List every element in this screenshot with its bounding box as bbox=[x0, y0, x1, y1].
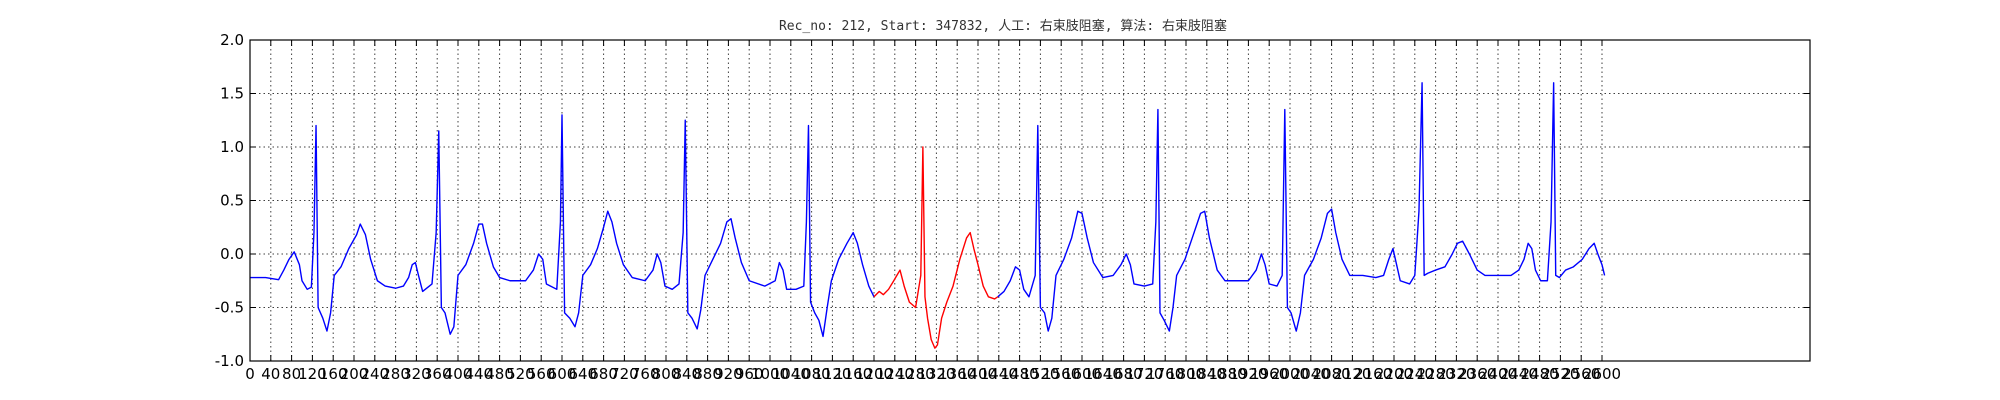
y-tick-label: 1.0 bbox=[220, 138, 244, 156]
x-tick-label: 1760 bbox=[1146, 365, 1184, 383]
x-tick-label: 2320 bbox=[1437, 365, 1475, 383]
x-tick-label: 2160 bbox=[1354, 365, 1392, 383]
x-tick-label: 1120 bbox=[813, 365, 851, 383]
x-tick-label: 1840 bbox=[1188, 365, 1226, 383]
x-tick-label: 480 bbox=[485, 365, 514, 383]
x-tick-label: 440 bbox=[464, 365, 493, 383]
x-tick-label: 40 bbox=[261, 365, 280, 383]
x-tick-label: 1960 bbox=[1250, 365, 1288, 383]
x-tick-label: 360 bbox=[423, 365, 452, 383]
x-tick-label: 80 bbox=[282, 365, 301, 383]
chart-title: Rec_no: 212, Start: 347832, 人工: 右束肢阻塞, 算… bbox=[779, 18, 1227, 34]
x-tick-label: 1000 bbox=[751, 365, 789, 383]
y-tick-label: 0.0 bbox=[220, 245, 244, 263]
x-tick-label: 1400 bbox=[959, 365, 997, 383]
x-tick-label: 160 bbox=[319, 365, 348, 383]
x-tick-label: 760 bbox=[631, 365, 660, 383]
x-tick-label: 1480 bbox=[1001, 365, 1039, 383]
axis-ticks bbox=[249, 39, 1810, 362]
x-tick-label: 320 bbox=[402, 365, 431, 383]
x-tick-label: 600 bbox=[548, 365, 577, 383]
x-tick-label: 720 bbox=[610, 365, 639, 383]
x-tick-label: 1720 bbox=[1125, 365, 1163, 383]
x-tick-label: 1080 bbox=[793, 365, 831, 383]
x-tick-label: 520 bbox=[506, 365, 535, 383]
y-tick-label: 0.5 bbox=[220, 192, 244, 210]
x-tick-label: 280 bbox=[381, 365, 410, 383]
x-tick-label: 960 bbox=[735, 365, 764, 383]
y-tick-label: -1.0 bbox=[215, 352, 244, 370]
x-tick-label: 1600 bbox=[1063, 365, 1101, 383]
ecg-trace-blue bbox=[997, 82, 1606, 332]
y-tick-label: 1.5 bbox=[220, 85, 244, 103]
x-tick-label: 0 bbox=[245, 365, 255, 383]
x-tick-label: 640 bbox=[568, 365, 597, 383]
x-tick-label: 240 bbox=[360, 365, 389, 383]
x-tick-label: 1920 bbox=[1229, 365, 1267, 383]
plot-series bbox=[250, 82, 1606, 349]
y-tick-label: 2.0 bbox=[220, 31, 244, 49]
x-tick-label: 2080 bbox=[1313, 365, 1351, 383]
x-tick-label: 880 bbox=[693, 365, 722, 383]
x-tick-label: 2120 bbox=[1333, 365, 1371, 383]
x-tick-label: 400 bbox=[444, 365, 473, 383]
x-tick-label: 2040 bbox=[1292, 365, 1330, 383]
x-tick-label: 680 bbox=[589, 365, 618, 383]
x-tick-label: 2000 bbox=[1271, 365, 1309, 383]
y-axis-tick-labels: 2.0 1.5 1.0 0.5 0.0 -0.5 -1.0 bbox=[215, 31, 244, 370]
x-tick-label: 800 bbox=[652, 365, 681, 383]
y-tick-label: -0.5 bbox=[215, 299, 244, 317]
x-tick-label: 2280 bbox=[1417, 365, 1455, 383]
x-tick-label: 1560 bbox=[1042, 365, 1080, 383]
x-tick-label: 1880 bbox=[1209, 365, 1247, 383]
x-tick-label: 2440 bbox=[1500, 365, 1538, 383]
x-tick-label: 1800 bbox=[1167, 365, 1205, 383]
x-tick-label: 2600 bbox=[1583, 365, 1621, 383]
x-tick-label: 1680 bbox=[1105, 365, 1143, 383]
x-tick-label: 2360 bbox=[1458, 365, 1496, 383]
x-tick-label: 560 bbox=[527, 365, 556, 383]
x-tick-label: 1520 bbox=[1021, 365, 1059, 383]
x-tick-label: 2560 bbox=[1562, 365, 1600, 383]
x-tick-label: 1280 bbox=[897, 365, 935, 383]
x-tick-label: 1440 bbox=[980, 365, 1018, 383]
x-tick-label: 1320 bbox=[917, 365, 955, 383]
x-tick-label: 1360 bbox=[938, 365, 976, 383]
x-tick-label: 120 bbox=[298, 365, 327, 383]
x-tick-label: 2200 bbox=[1375, 365, 1413, 383]
x-tick-label: 840 bbox=[672, 365, 701, 383]
x-tick-label: 2240 bbox=[1396, 365, 1434, 383]
x-axis-tick-labels: 0 40 8012016020024028032036040044048052056… bbox=[245, 365, 1621, 383]
x-tick-label: 2400 bbox=[1479, 365, 1517, 383]
ecg-trace-blue bbox=[250, 114, 875, 338]
x-tick-label: 2480 bbox=[1521, 365, 1559, 383]
x-tick-label: 1040 bbox=[772, 365, 810, 383]
x-tick-label: 1160 bbox=[834, 365, 872, 383]
x-tick-label: 200 bbox=[340, 365, 369, 383]
grid bbox=[250, 40, 1810, 361]
x-tick-label: 2520 bbox=[1541, 365, 1579, 383]
x-tick-label: 920 bbox=[714, 365, 743, 383]
x-tick-label: 1240 bbox=[876, 365, 914, 383]
x-tick-label: 1200 bbox=[855, 365, 893, 383]
x-tick-label: 1640 bbox=[1084, 365, 1122, 383]
ecg-trace-red bbox=[873, 146, 999, 349]
